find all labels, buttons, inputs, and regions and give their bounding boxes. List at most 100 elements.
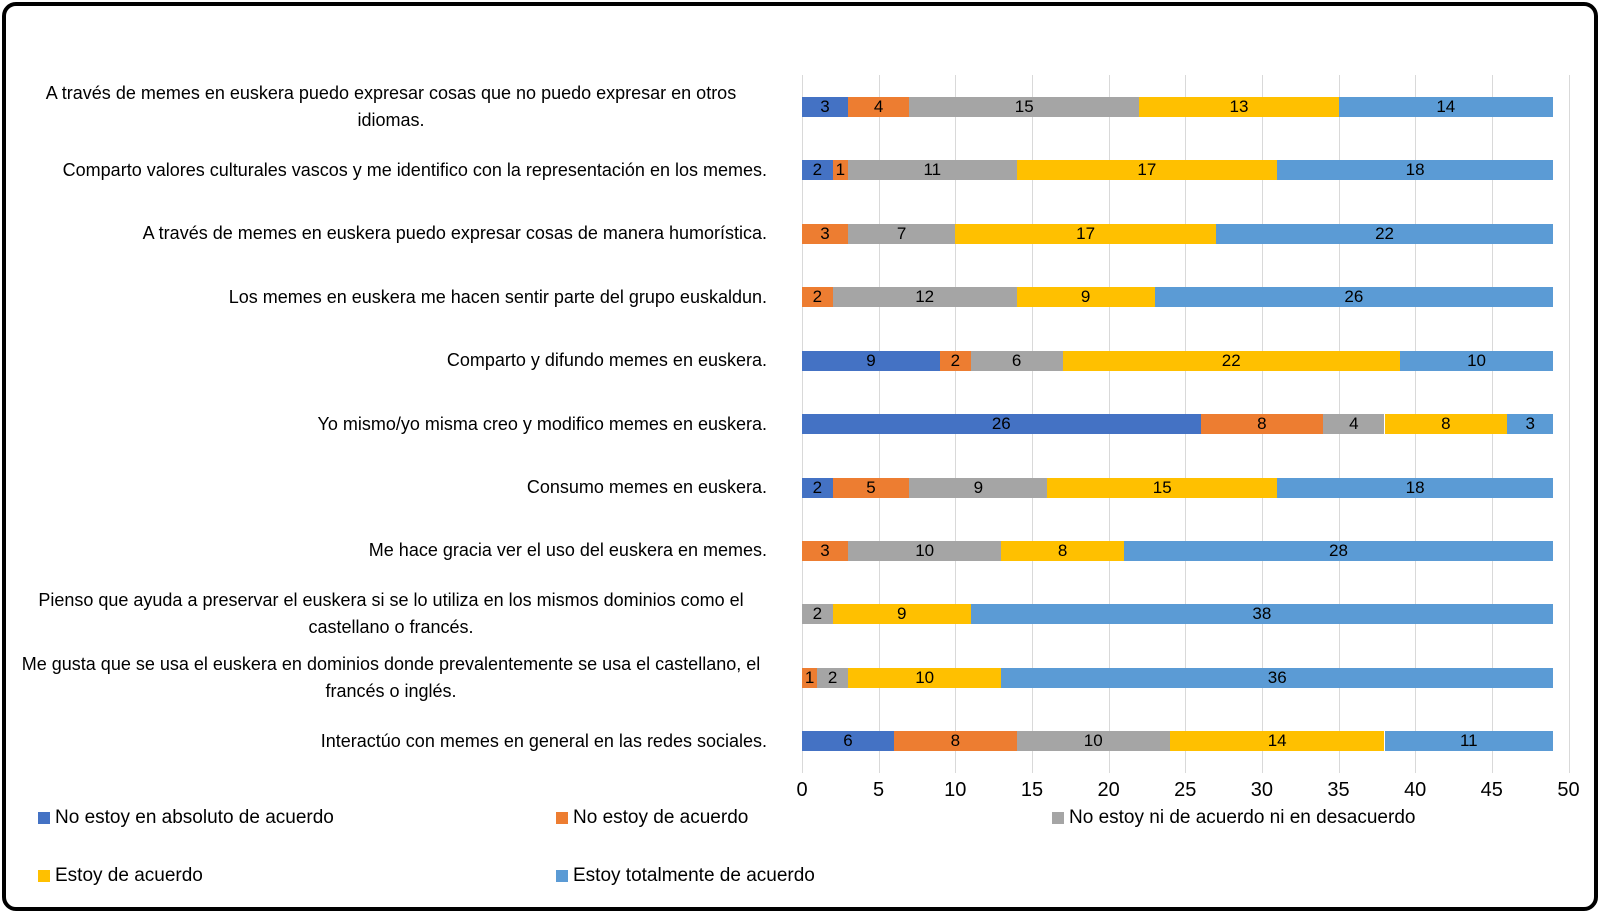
x-axis-tick-label: 15 <box>1020 779 1044 801</box>
bar-value-label: 9 <box>973 477 984 497</box>
x-axis-tick-label: 20 <box>1097 779 1120 801</box>
bar-segment: 18 <box>1277 160 1554 181</box>
bar-value-label: 14 <box>1267 731 1287 751</box>
bar-segment: 2 <box>802 604 833 625</box>
bar-value-label: 6 <box>1011 350 1022 370</box>
bar-segment: 4 <box>1323 414 1385 434</box>
x-axis-tick-label: 35 <box>1327 779 1350 801</box>
category-label: Comparto y difundo memes en euskera. <box>446 350 767 371</box>
x-axis-tick-label: 40 <box>1404 779 1427 801</box>
bar-value-label: 15 <box>1152 477 1172 497</box>
bar-segment: 10 <box>1016 731 1170 752</box>
bar-segment: 15 <box>1047 477 1278 498</box>
x-axis-tick-label: 30 <box>1250 779 1274 801</box>
bar-value-label: 9 <box>1080 287 1091 307</box>
category-label: Interactúo con memes en general en las r… <box>320 730 767 751</box>
legend-item: No estoy de acuerdo <box>556 806 748 830</box>
bar-value-label: 10 <box>1083 731 1103 751</box>
legend-swatch-icon <box>556 870 568 882</box>
bar-segment: 9 <box>832 604 971 625</box>
bar-segment: 8 <box>894 731 1017 752</box>
bar-segment: 14 <box>1338 96 1554 117</box>
bar-segment: 3 <box>802 540 848 561</box>
bar-value-label: 3 <box>1525 414 1535 433</box>
gridline <box>1568 75 1570 773</box>
bar-segment: 3 <box>802 223 848 244</box>
bar-segment: 22 <box>1215 223 1554 244</box>
bar-value-label: 2 <box>812 287 823 307</box>
legend-item: No estoy ni de acuerdo ni en desacuerdo <box>1052 806 1415 830</box>
bar-value-label: 11 <box>1459 731 1478 751</box>
bar-segment: 4 <box>848 96 910 117</box>
bar-segment: 13 <box>1139 96 1339 117</box>
bar-segment: 9 <box>909 477 1048 498</box>
bar-value-label: 26 <box>1344 287 1364 307</box>
legend-item: Estoy totalmente de acuerdo <box>556 864 815 888</box>
bar-value-label: 14 <box>1436 96 1456 116</box>
bar-segment: 3 <box>802 96 848 117</box>
bar-value-label: 9 <box>896 604 907 624</box>
bar-value-label: 18 <box>1405 477 1425 497</box>
bar-value-label: 10 <box>915 667 935 687</box>
bar-value-label: 18 <box>1405 160 1425 180</box>
bar-value-label: 4 <box>873 96 884 116</box>
bar-segment: 15 <box>909 96 1140 117</box>
bar-value-label: 15 <box>1014 96 1034 116</box>
legend-swatch-icon <box>38 812 50 824</box>
bar-segment: 7 <box>848 223 956 244</box>
bar-segment: 28 <box>1123 540 1554 561</box>
bar-value-label: 2 <box>827 667 838 687</box>
bar-segment: 5 <box>832 477 910 498</box>
x-axis-tick-label: 50 <box>1557 779 1580 801</box>
bar-value-label: 26 <box>991 414 1011 433</box>
bar-value-label: 6 <box>843 731 853 751</box>
x-axis-tick-label: 5 <box>873 779 885 801</box>
bar-segment: 10 <box>848 667 1002 688</box>
bar-segment: 1 <box>832 160 848 181</box>
bar-segment: 36 <box>1001 667 1554 688</box>
category-label: Yo mismo/yo misma creo y modifico memes … <box>317 413 768 434</box>
bar-value-label: 9 <box>866 350 876 370</box>
bar-value-label: 8 <box>1057 540 1068 560</box>
bar-segment: 9 <box>1016 287 1155 308</box>
bar-value-label: 7 <box>896 223 907 243</box>
bar-segment: 2 <box>802 160 833 181</box>
bar-value-label: 12 <box>915 287 935 307</box>
bar-value-label: 22 <box>1221 350 1241 370</box>
bar-value-label: 4 <box>1349 414 1359 433</box>
bar-segment: 26 <box>802 414 1201 434</box>
bar-value-label: 17 <box>1137 160 1157 180</box>
bar-value-label: 38 <box>1252 604 1272 624</box>
bar-value-label: 22 <box>1375 223 1394 243</box>
category-label: Comparto valores culturales vascos y me … <box>62 159 767 180</box>
category-label: Consumo memes en euskera. <box>526 476 767 497</box>
bar-value-label: 8 <box>1441 414 1451 433</box>
x-axis-tick-label: 45 <box>1480 779 1503 801</box>
bar-segment: 12 <box>832 287 1017 308</box>
x-axis-tick-label: 0 <box>796 779 808 801</box>
legend-swatch-icon <box>38 870 50 882</box>
legend-swatch-icon <box>556 812 568 824</box>
bar-value-label: 1 <box>835 160 846 180</box>
bar-value-label: 2 <box>950 350 961 370</box>
category-label: Me hace gracia ver el uso del euskera en… <box>368 540 767 561</box>
bar-value-label: 3 <box>820 96 830 116</box>
bar-segment: 3 <box>1507 414 1554 434</box>
bar-value-label: 17 <box>1076 223 1096 243</box>
bar-value-label: 28 <box>1329 540 1348 560</box>
bar-value-label: 2 <box>812 160 823 180</box>
bar-segment: 17 <box>955 223 1216 244</box>
bar-segment: 2 <box>802 477 833 498</box>
bar-value-label: 5 <box>866 477 876 497</box>
bar-segment: 2 <box>802 287 833 308</box>
bar-segment: 14 <box>1169 731 1385 752</box>
legend-item: Estoy de acuerdo <box>38 864 203 888</box>
bar-segment: 22 <box>1062 350 1400 371</box>
bar-segment: 6 <box>970 350 1063 371</box>
bar-segment: 2 <box>817 667 848 688</box>
bar-segment: 10 <box>1399 350 1554 371</box>
x-axis-tick-label: 10 <box>944 779 967 801</box>
bar-segment: 8 <box>1001 540 1124 561</box>
bar-value-label: 1 <box>804 667 815 687</box>
